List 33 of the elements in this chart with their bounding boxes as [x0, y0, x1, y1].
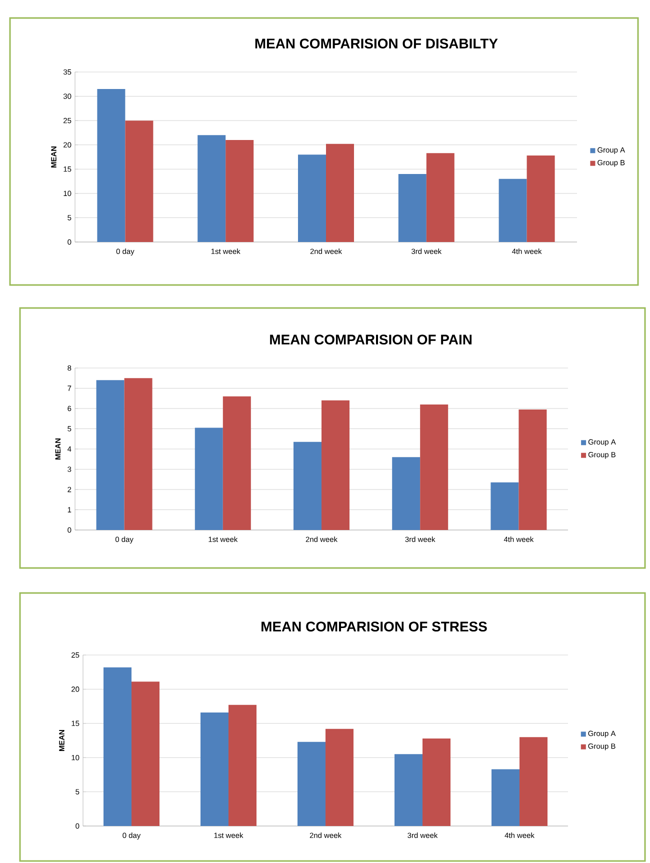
bar	[398, 174, 426, 242]
bar	[520, 737, 548, 826]
bar	[422, 738, 451, 826]
bar	[226, 140, 254, 242]
bar	[526, 156, 555, 242]
bar	[132, 682, 160, 826]
bar	[392, 457, 420, 530]
bar	[492, 769, 520, 826]
bar	[124, 378, 152, 530]
bar	[498, 178, 527, 242]
bar	[322, 400, 350, 530]
bar	[518, 410, 547, 530]
bar	[420, 404, 448, 530]
chart-title: MEAN COMPARISION OF PAIN	[270, 334, 472, 345]
bar	[104, 667, 132, 826]
bar	[326, 728, 354, 826]
bar	[97, 88, 126, 242]
bar	[490, 482, 519, 530]
bar	[125, 120, 154, 242]
bar	[326, 144, 354, 242]
bar	[198, 135, 226, 242]
bar	[222, 396, 251, 530]
bar	[298, 154, 326, 242]
bar	[200, 712, 228, 826]
chart-title: MEAN COMPARISION OF STRESS	[262, 622, 487, 632]
bar	[96, 380, 124, 530]
bar	[228, 704, 256, 826]
bar	[426, 153, 454, 242]
bar	[394, 754, 423, 826]
bar	[294, 442, 322, 530]
chart-title: MEAN COMPARISION OF DISABILTY	[255, 38, 498, 48]
bar	[298, 742, 326, 826]
bar	[194, 428, 223, 530]
